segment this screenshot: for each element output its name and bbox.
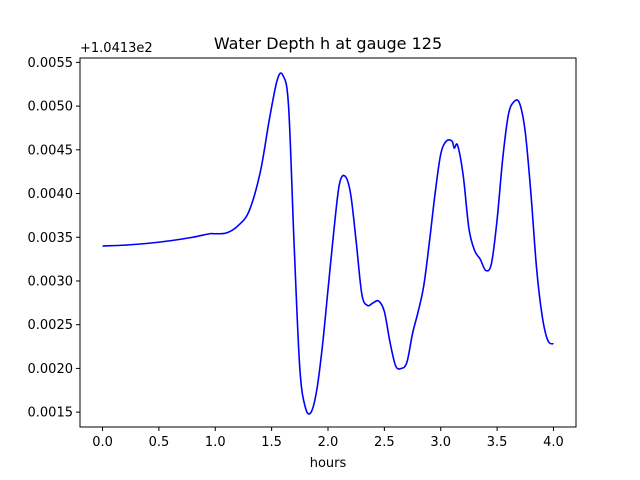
y-tick-label: 0.0055 — [28, 56, 74, 71]
plot-frame — [79, 57, 577, 428]
x-tick-label: 3.0 — [430, 435, 451, 450]
y-axis-ticks: 0.0015 0.0020 0.0025 0.0030 0.0035 0.0040 0.00… — [28, 56, 80, 421]
x-axis-ticks: 0.0 0.5 1.0 1.5 2.0 2.5 3.0 3.5 4.0 — [92, 427, 564, 450]
x-tick-label: 0.5 — [149, 435, 170, 450]
y-tick-label: 0.0015 — [28, 406, 74, 421]
x-tick-label: 1.0 — [205, 435, 226, 450]
x-tick-label: 2.0 — [318, 435, 339, 450]
x-tick-label: 4.0 — [543, 435, 564, 450]
y-tick-label: 0.0020 — [28, 362, 74, 377]
y-axis-offset-label: +1.0413e2 — [80, 41, 153, 56]
x-tick-label: 0.0 — [92, 435, 113, 450]
y-tick-label: 0.0040 — [28, 187, 74, 202]
y-tick-label: 0.0045 — [28, 143, 74, 158]
x-tick-label: 2.5 — [374, 435, 395, 450]
y-tick-label: 0.0035 — [28, 231, 74, 246]
plot-area — [102, 72, 554, 415]
chart-title: Water Depth h at gauge 125 — [214, 34, 442, 53]
series-line-0 — [102, 72, 554, 415]
x-tick-label: 1.5 — [261, 435, 282, 450]
y-tick-label: 0.0030 — [28, 274, 74, 289]
x-tick-label: 3.5 — [487, 435, 508, 450]
y-tick-label: 0.0050 — [28, 100, 74, 115]
x-axis-label: hours — [310, 456, 347, 471]
y-tick-label: 0.0025 — [28, 318, 74, 333]
